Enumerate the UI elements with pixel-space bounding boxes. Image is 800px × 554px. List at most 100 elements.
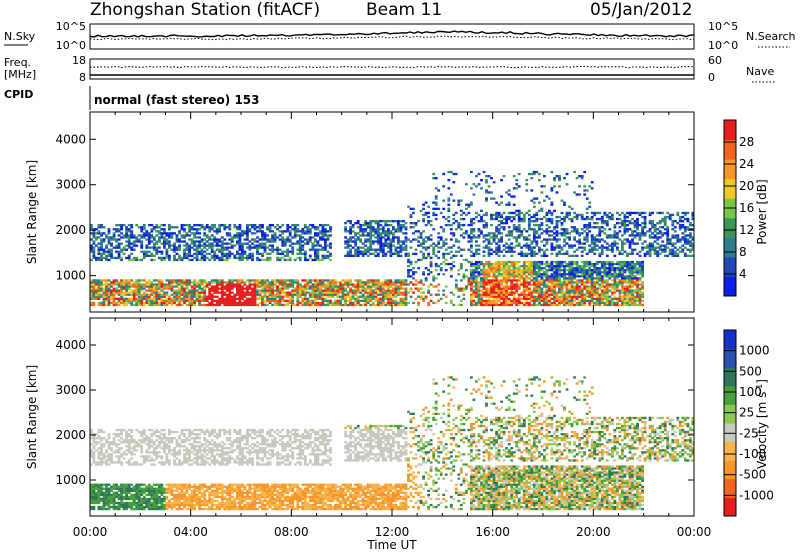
power-cell <box>585 271 589 274</box>
power-cell <box>578 301 581 305</box>
power-cell <box>218 303 222 307</box>
power-cell <box>200 240 204 243</box>
power-cell <box>258 258 262 262</box>
power-cell <box>92 285 96 288</box>
power-cell <box>258 228 262 231</box>
power-cell <box>324 242 327 245</box>
power-cell <box>286 252 290 255</box>
power-cell <box>261 246 264 249</box>
power-cell <box>387 281 390 284</box>
power-cell <box>384 297 388 300</box>
power-cell <box>555 269 559 272</box>
power-cell <box>105 244 108 247</box>
power-cell <box>482 234 486 237</box>
power-cell <box>190 228 194 231</box>
power-cell <box>626 238 629 241</box>
power-cell <box>319 295 322 298</box>
power-cell <box>487 238 491 241</box>
power-cell <box>621 285 624 288</box>
power-cell <box>631 297 634 300</box>
power-cell <box>369 248 373 251</box>
power-cell <box>613 287 617 290</box>
power-cell <box>387 242 390 245</box>
power-cell <box>268 256 272 260</box>
power-cell <box>188 297 191 300</box>
power-cell <box>558 297 561 300</box>
power-cell <box>185 297 189 300</box>
power-cell <box>583 238 587 241</box>
power-cell <box>152 236 156 239</box>
power-cell <box>472 271 476 274</box>
power-cell <box>507 201 511 204</box>
power-cell <box>195 291 199 294</box>
power-cell <box>301 252 305 255</box>
power-cell <box>628 265 632 268</box>
power-cell <box>336 293 340 296</box>
power-cell <box>500 291 503 294</box>
power-cell <box>573 277 576 280</box>
power-cell <box>532 291 536 294</box>
power-cell <box>628 273 632 276</box>
power-cell <box>263 301 267 305</box>
power-cell <box>339 289 342 292</box>
power-cell <box>472 269 476 272</box>
power-cell <box>356 287 360 290</box>
power-cell <box>414 238 418 241</box>
power-cell <box>600 217 604 221</box>
power-cell <box>303 224 307 227</box>
power-cell <box>228 293 232 296</box>
power-cell <box>412 226 415 229</box>
power-cell <box>605 234 609 237</box>
power-cell <box>339 281 342 284</box>
power-cell <box>407 260 410 264</box>
power-cell <box>210 299 214 302</box>
power-cell <box>568 213 571 217</box>
power-cell <box>364 238 368 241</box>
power-cell <box>258 279 262 282</box>
power-cell <box>578 232 581 235</box>
power-cell <box>399 299 403 302</box>
power-cell <box>507 244 511 247</box>
power-cell <box>593 277 597 280</box>
power-cell <box>555 246 559 249</box>
power-cell <box>314 281 317 284</box>
power-cell <box>238 281 242 284</box>
power-cell <box>575 177 579 180</box>
power-cell <box>261 258 264 262</box>
power-cell <box>414 271 418 274</box>
power-cell <box>588 295 592 298</box>
power-cell <box>605 287 609 290</box>
power-cell <box>215 238 219 241</box>
power-cell <box>449 267 453 270</box>
power-cell <box>414 287 418 290</box>
power-cell <box>303 258 307 262</box>
power-cell <box>102 279 106 282</box>
power-cell <box>565 295 569 298</box>
power-cell <box>90 285 93 288</box>
power-cell <box>437 293 441 296</box>
power-cell <box>520 291 524 294</box>
power-cell <box>389 293 393 296</box>
power-cell <box>200 287 204 290</box>
power-cell <box>193 283 196 286</box>
power-cell <box>120 285 123 288</box>
power-cell <box>316 242 320 245</box>
power-cell <box>258 289 262 292</box>
power-cell <box>351 230 355 233</box>
power-cell <box>444 252 448 255</box>
power-cell <box>595 293 599 296</box>
power-cell <box>490 217 493 221</box>
power-cell <box>132 283 136 286</box>
power-cell <box>565 277 569 280</box>
power-cell <box>470 250 473 253</box>
power-cell <box>356 254 360 257</box>
power-cell <box>253 238 257 241</box>
power-cell <box>95 228 98 231</box>
power-cell <box>281 279 285 282</box>
power-cell <box>381 226 385 229</box>
power-cell <box>339 283 342 286</box>
power-cell <box>618 303 622 307</box>
power-cell <box>321 226 325 229</box>
power-cell <box>558 285 561 288</box>
power-cell <box>346 293 350 296</box>
